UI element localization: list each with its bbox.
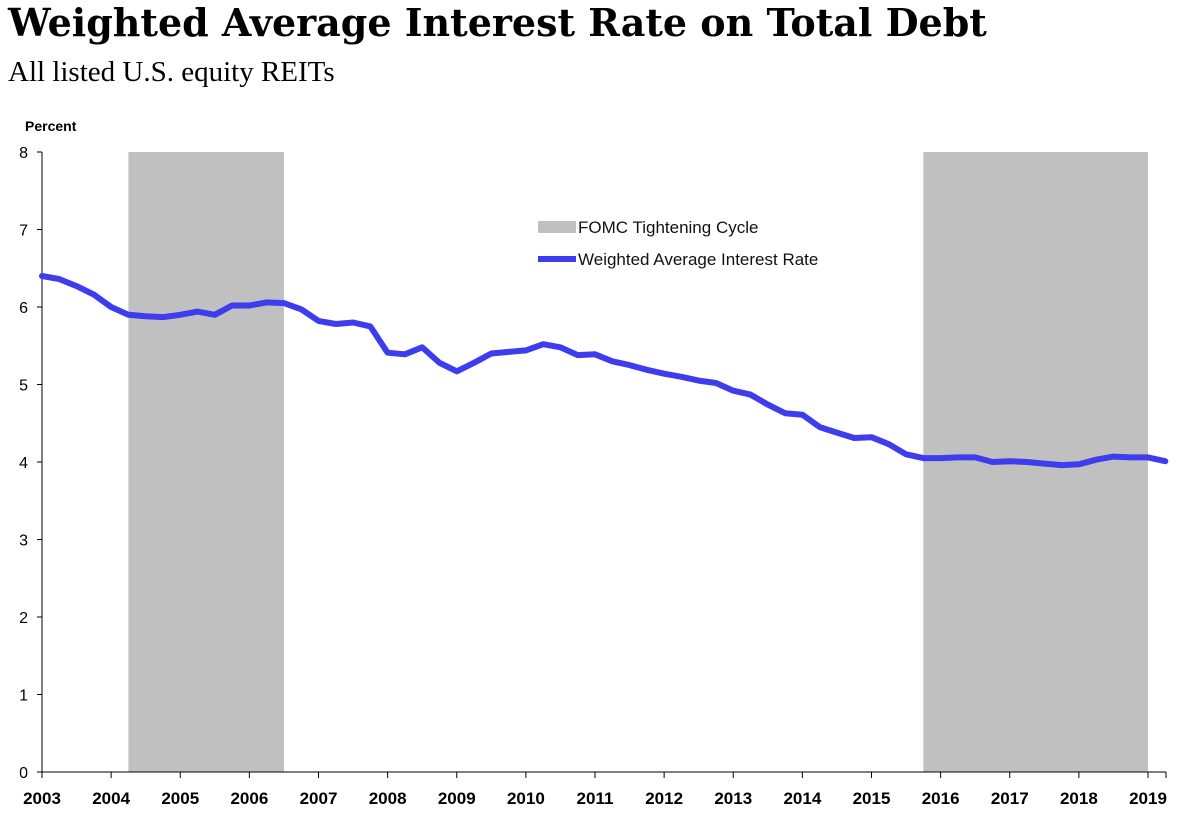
tightening-band-1: [128, 152, 284, 772]
y-tick-label-6: 6: [19, 300, 28, 317]
x-tick-label-2012: 2012: [645, 789, 683, 808]
x-tick-label-2019: 2019: [1129, 789, 1167, 808]
y-tick-label-8: 8: [19, 145, 28, 162]
x-tick-label-2005: 2005: [161, 789, 199, 808]
legend-label-rate: Weighted Average Interest Rate: [578, 250, 818, 269]
chart-subtitle: All listed U.S. equity REITs: [8, 56, 335, 88]
y-tick-label-1: 1: [19, 688, 28, 705]
y-tick-label-0: 0: [19, 765, 28, 782]
x-tick-label-2010: 2010: [507, 789, 545, 808]
x-tick-label-2008: 2008: [369, 789, 407, 808]
chart-title: Weighted Average Interest Rate on Total …: [8, 0, 987, 45]
series-line-weighted-average-interest-rate: [39, 273, 1169, 469]
y-tick-label-5: 5: [19, 378, 28, 395]
x-tick-label-2011: 2011: [577, 789, 614, 808]
x-tick-label-2016: 2016: [922, 789, 960, 808]
x-tick-label-2004: 2004: [92, 789, 130, 808]
y-tick-label-2: 2: [19, 610, 28, 627]
y-tick-label-7: 7: [19, 223, 28, 240]
legend-swatch-fomc: [538, 221, 576, 233]
x-tick-label-2009: 2009: [438, 789, 476, 808]
x-tick-label-2013: 2013: [714, 789, 752, 808]
y-tick-label-4: 4: [19, 455, 28, 472]
y-tick-label-3: 3: [19, 533, 28, 550]
x-tick-label-2015: 2015: [853, 789, 891, 808]
x-tick-label-2018: 2018: [1060, 789, 1098, 808]
y-axis-label: Percent: [25, 118, 77, 134]
x-tick-label-2003: 2003: [23, 789, 61, 808]
x-tick-label-2014: 2014: [783, 789, 821, 808]
x-tick-label-2017: 2017: [991, 789, 1029, 808]
legend-label-fomc: FOMC Tightening Cycle: [578, 218, 758, 237]
x-tick-label-2006: 2006: [230, 789, 268, 808]
x-tick-label-2007: 2007: [300, 789, 338, 808]
